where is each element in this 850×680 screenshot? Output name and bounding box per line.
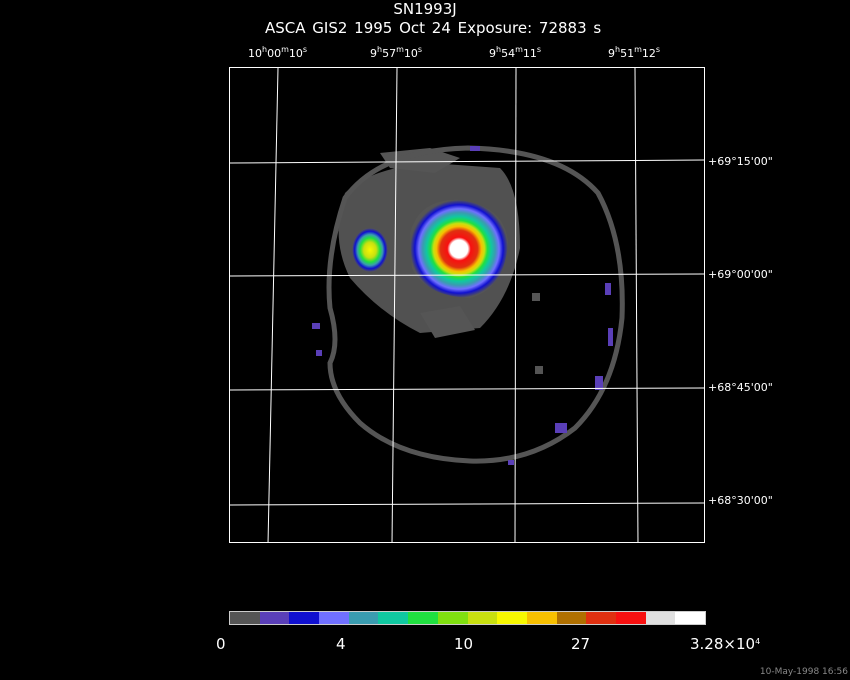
colorbar-label: 10 xyxy=(454,635,474,653)
ra-tick-label: 9h57m10s xyxy=(370,45,423,60)
colorbar-swatch xyxy=(230,612,260,624)
colorbar-swatch xyxy=(556,612,587,624)
colorbar-label: 3.28×104 xyxy=(690,635,761,653)
dec-tick-label: +68°30'00" xyxy=(708,494,773,507)
colorbar-swatch xyxy=(348,612,379,624)
ra-tick-label: 9h54m11s xyxy=(489,45,542,60)
edge-speckles xyxy=(312,146,613,465)
colorbar-label: 27 xyxy=(571,635,591,653)
colorbar-label: 4 xyxy=(336,635,346,653)
colorbar-swatch xyxy=(526,612,557,624)
colorbar-label: 0 xyxy=(216,635,226,653)
observation-info: ASCA GIS2 1995 Oct 24 Exposure: 72883 s xyxy=(265,19,602,37)
colorbar-swatch xyxy=(645,612,676,624)
xray-image-panel xyxy=(229,67,705,543)
timestamp: 10-May-1998 16:56 xyxy=(759,667,848,677)
colorbar-swatch xyxy=(319,612,349,624)
colorbar-swatch xyxy=(259,612,290,624)
colorbar-swatch xyxy=(408,612,438,624)
dec-tick-label: +69°00'00" xyxy=(708,268,773,281)
xray-image xyxy=(230,68,704,542)
colorbar-swatch xyxy=(675,612,705,624)
bright-source xyxy=(410,199,508,298)
colorbar-swatch xyxy=(437,612,468,624)
dec-tick-label: +68°45'00" xyxy=(708,381,773,394)
ra-tick-label: 9h51m12s xyxy=(608,45,661,60)
dec-tick-label: +69°15'00" xyxy=(708,155,773,168)
secondary-source xyxy=(352,228,388,272)
colorbar-swatch xyxy=(467,612,498,624)
colorbar-swatch xyxy=(289,612,320,624)
detector-ring xyxy=(326,145,625,464)
ra-tick-label: 10h00m10s xyxy=(248,45,308,60)
colorbar-swatch xyxy=(497,612,527,624)
colorbar-swatch xyxy=(615,612,646,624)
colorbar xyxy=(229,611,706,625)
colorbar-swatch xyxy=(586,612,616,624)
coordinate-grid xyxy=(230,68,704,542)
colorbar-swatch xyxy=(378,612,409,624)
image-title: SN1993J xyxy=(393,0,457,18)
